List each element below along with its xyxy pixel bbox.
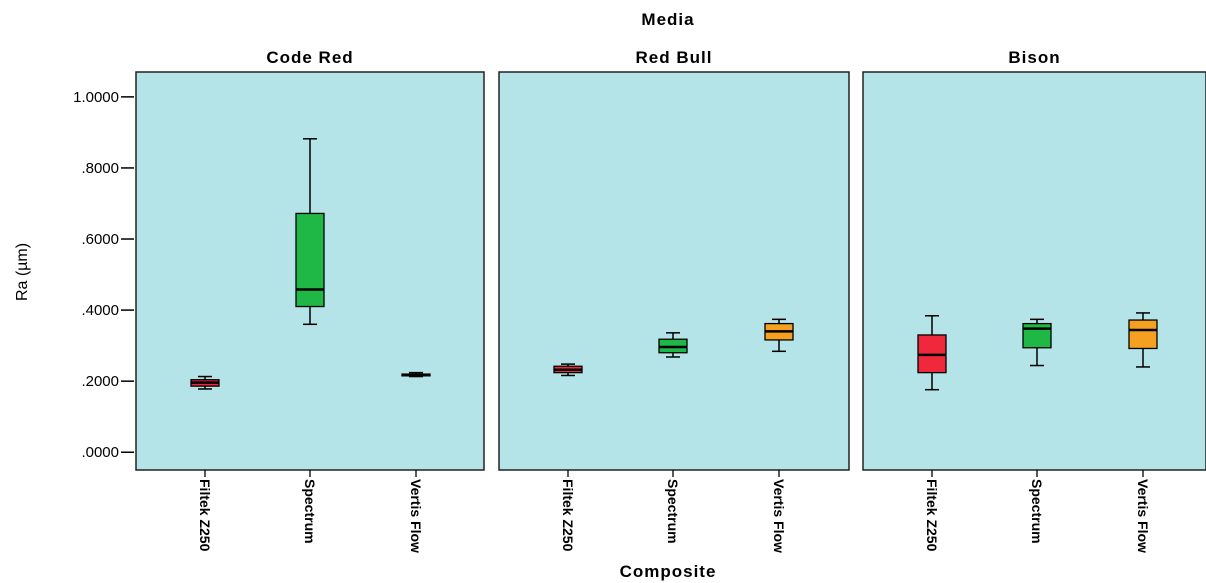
- box-spectrum: [295, 138, 325, 326]
- box-vertis-flow: [401, 371, 431, 378]
- x-tick-label: Vertis Flow: [1135, 479, 1151, 553]
- x-axis-label: Composite: [620, 562, 717, 581]
- box-iqr: [1128, 319, 1158, 350]
- x-tick-label: Vertis Flow: [408, 479, 424, 553]
- box-iqr: [295, 212, 325, 308]
- panel-code-red: Code Red Filtek Z250 Spectrum Vertis Flow: [135, 48, 485, 553]
- box-vertis-flow: [764, 318, 794, 353]
- x-tick-label: Filtek Z250: [197, 479, 213, 552]
- y-axis: .0000 .2000 .4000 .6000 .8000 1.0000: [73, 89, 134, 461]
- x-tick-label: Spectrum: [302, 479, 318, 544]
- y-tick-label: .0000: [81, 444, 119, 461]
- x-tick-label: Filtek Z250: [560, 479, 576, 552]
- chart-title: Media: [641, 10, 694, 29]
- box-spectrum: [1022, 318, 1052, 367]
- x-tick-label: Vertis Flow: [771, 479, 787, 553]
- panel-background: [498, 71, 850, 471]
- x-tick-label: Spectrum: [1029, 479, 1045, 544]
- panel-title: Bison: [1008, 48, 1060, 67]
- panel-red-bull: Red Bull Filtek Z250 Spectrum Vertis Flow: [498, 48, 850, 553]
- panel-bison: Bison Filtek Z250 Spectrum Vertis Flow: [862, 48, 1206, 553]
- y-tick-label: .2000: [81, 373, 119, 390]
- box-filtek-z250: [190, 375, 220, 390]
- box-iqr: [1022, 322, 1052, 349]
- y-tick-label: 1.0000: [73, 89, 119, 106]
- box-spectrum: [658, 332, 688, 358]
- panel-title: Red Bull: [636, 48, 713, 67]
- y-tick-label: .4000: [81, 302, 119, 319]
- x-tick-label: Spectrum: [665, 479, 681, 544]
- box-filtek-z250: [917, 315, 947, 391]
- box-vertis-flow: [1128, 312, 1158, 368]
- y-tick-label: .8000: [81, 160, 119, 177]
- box-filtek-z250: [553, 363, 583, 377]
- x-tick-label: Filtek Z250: [924, 479, 940, 552]
- panel-title: Code Red: [266, 48, 353, 67]
- y-axis-label: Ra (µm): [14, 243, 31, 301]
- panel-background: [862, 71, 1206, 471]
- y-tick-label: .6000: [81, 231, 119, 248]
